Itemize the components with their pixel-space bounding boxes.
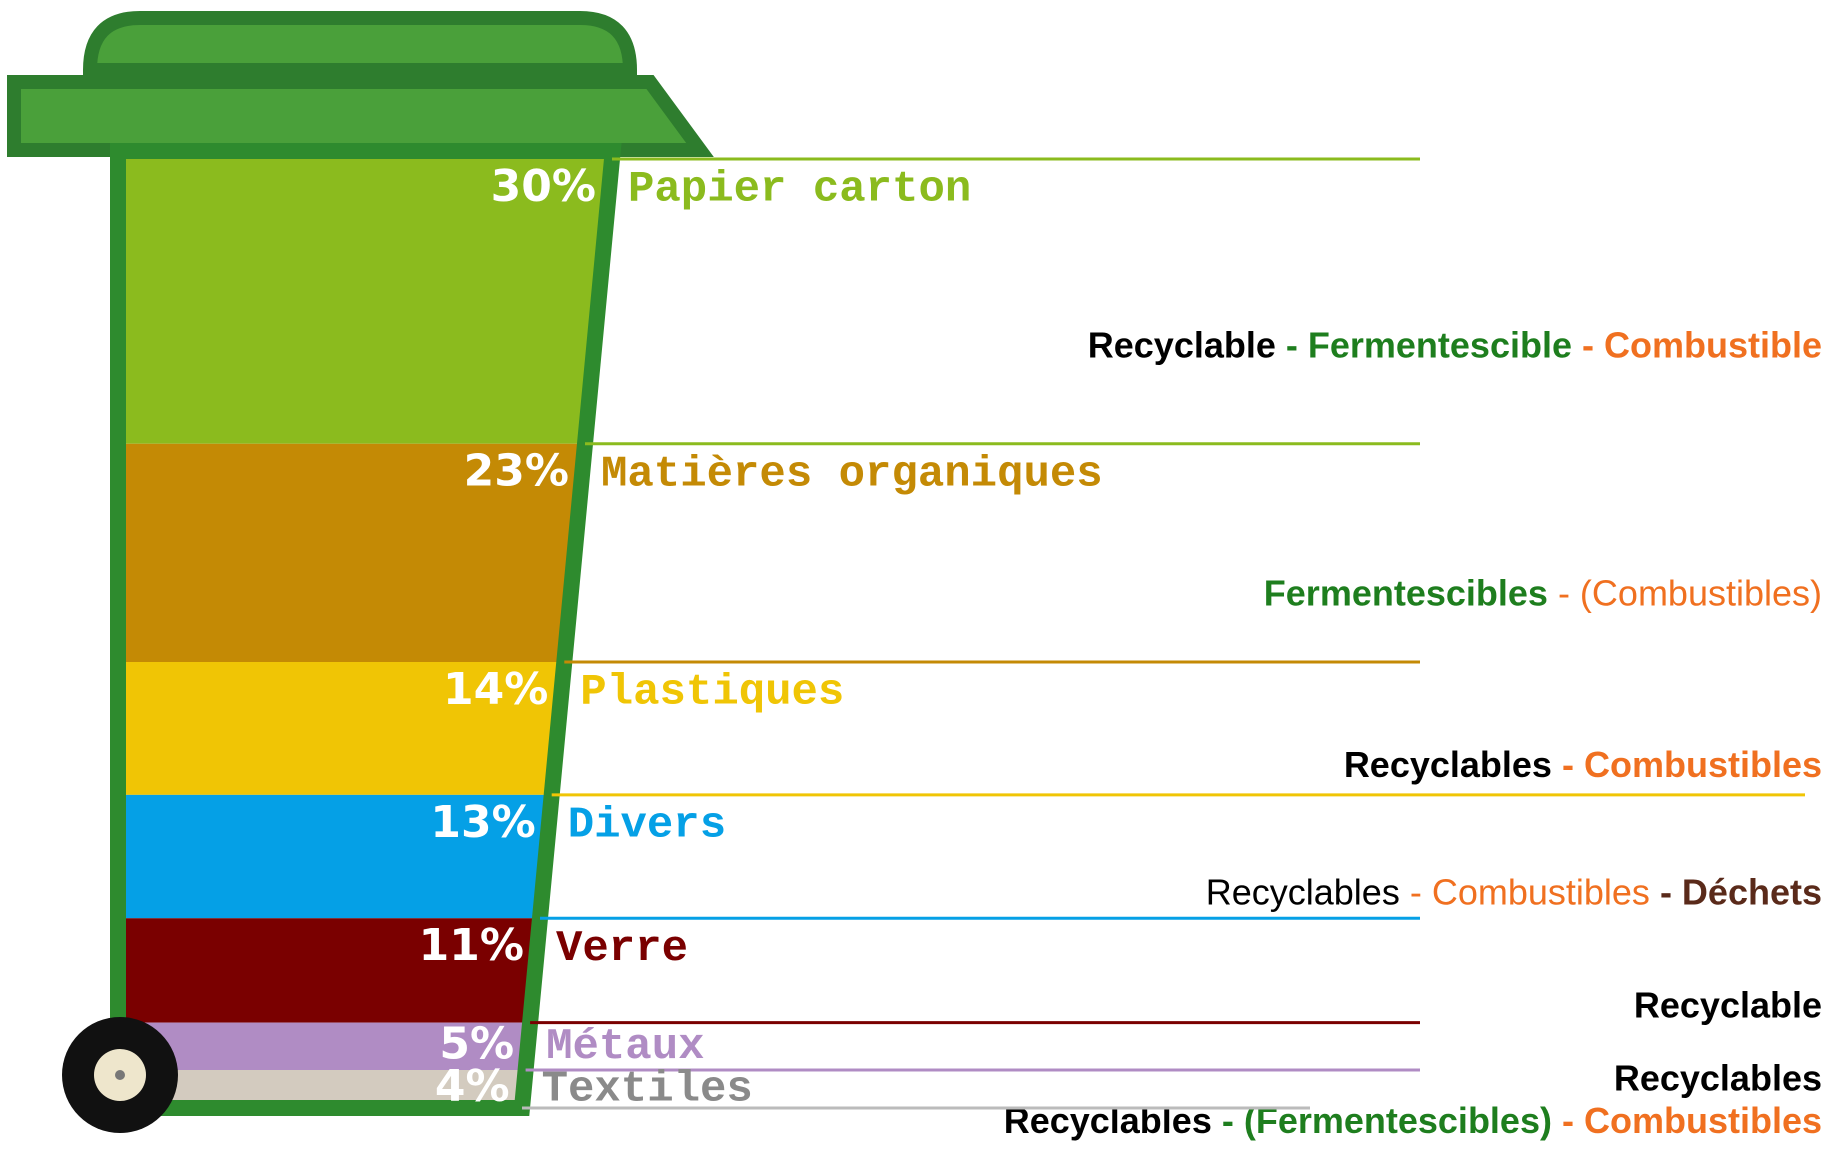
value-label: 13% bbox=[430, 797, 535, 848]
bin-segment bbox=[118, 443, 585, 662]
note-part: - Fermentescible bbox=[1276, 324, 1572, 365]
category-label: Verre bbox=[556, 924, 688, 974]
bin-segment bbox=[118, 1070, 526, 1108]
lid bbox=[7, 75, 714, 157]
note-part: Recyclables bbox=[1004, 1099, 1212, 1140]
category-label: Divers bbox=[568, 800, 726, 850]
value-label: 30% bbox=[491, 161, 596, 212]
bin-lid bbox=[7, 11, 714, 157]
bin-segment bbox=[118, 159, 612, 444]
note-part: Recyclables bbox=[1614, 1057, 1822, 1098]
bin-segment bbox=[118, 918, 540, 1023]
property-note: Recyclables - Combustibles - Déchets bbox=[1206, 871, 1822, 912]
property-note: Recyclables - (Fermentescibles) - Combus… bbox=[1004, 1099, 1822, 1140]
note-part: Fermentescibles bbox=[1264, 572, 1548, 613]
lid-handle bbox=[82, 11, 638, 77]
category-label: Matières organiques bbox=[601, 449, 1103, 499]
property-note: Recyclable - Fermentescible - Combustibl… bbox=[1088, 324, 1822, 365]
value-label: 4% bbox=[435, 1061, 510, 1112]
category-label: Plastiques bbox=[580, 668, 844, 718]
category-label: Papier carton bbox=[628, 165, 971, 215]
wheel bbox=[62, 1017, 178, 1133]
value-label: 14% bbox=[443, 664, 548, 715]
category-label: Métaux bbox=[546, 1022, 704, 1072]
note-part: Recyclable bbox=[1088, 324, 1276, 365]
bin-segment bbox=[118, 1022, 531, 1071]
value-label: 23% bbox=[464, 446, 569, 497]
bin-segment bbox=[118, 661, 565, 795]
property-note: Recyclables - Combustibles bbox=[1344, 744, 1822, 785]
note-part: - Combustibles bbox=[1552, 744, 1822, 785]
bin-body bbox=[110, 143, 622, 1116]
note-part: Recyclables bbox=[1344, 744, 1552, 785]
note-part: Recyclable bbox=[1634, 984, 1822, 1025]
note-part: - Combustibles bbox=[1400, 871, 1650, 912]
property-note: Recyclables bbox=[1614, 1057, 1822, 1098]
value-label: 11% bbox=[419, 920, 524, 971]
value-label: 5% bbox=[439, 1018, 514, 1069]
property-note: Recyclable bbox=[1634, 984, 1822, 1025]
note-part: Recyclables bbox=[1206, 871, 1400, 912]
note-part: - Combustibles bbox=[1552, 1099, 1822, 1140]
bin-segment bbox=[118, 794, 552, 919]
note-part: - Combustible bbox=[1572, 324, 1822, 365]
note-part: - Déchets bbox=[1650, 871, 1822, 912]
category-label: Textiles bbox=[542, 1065, 753, 1115]
wheel-axle bbox=[115, 1070, 125, 1080]
note-part: - (Combustibles) bbox=[1548, 572, 1822, 613]
note-part: - (Fermentescibles) bbox=[1212, 1099, 1552, 1140]
property-note: Fermentescibles - (Combustibles) bbox=[1264, 572, 1822, 613]
